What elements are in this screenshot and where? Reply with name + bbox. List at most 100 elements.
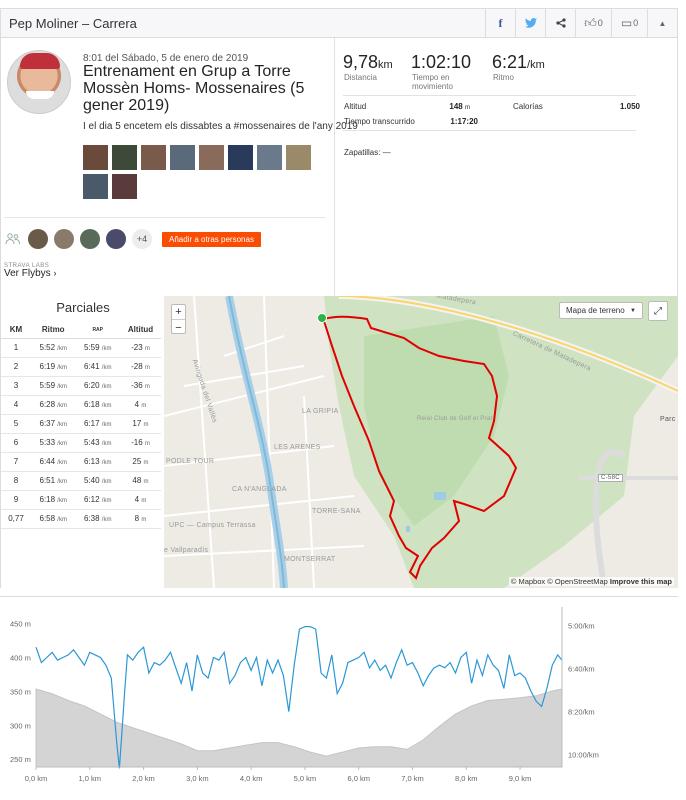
moving-time-stat: 1:02:10 [411,52,472,72]
activity-photo[interactable] [257,145,282,170]
zoom-in-button[interactable]: + [172,305,185,320]
activity-header: Pep Moliner – Carrera f 👍︎ 0 ▭ 0 ▲ [0,8,678,38]
twitter-share-button[interactable] [515,9,545,37]
flybys-link[interactable]: Ver Flybys › [4,268,56,279]
split-elevation: -16 m [119,433,161,453]
split-row[interactable]: 2 6:19 /km 6:41 /km -28 m [1,357,161,377]
kudoer-avatar[interactable] [54,229,74,249]
elevation-pace-chart[interactable]: 450 m 400 m 350 m 300 m 250 m 5:00/km 6:40/km 8… [0,596,678,800]
expand-icon: ⤢ [654,305,662,317]
comments-count: 0 [633,18,639,28]
comment-icon: ▭ [620,16,633,30]
map-label: Reial Club de Golf el Prat [417,416,493,422]
map-type-value: Mapa de terreno [566,306,625,315]
split-row[interactable]: 0,77 6:58 /km 6:38 /km 8 m [1,509,161,529]
kudoer-avatar[interactable] [80,229,100,249]
chart-canvas[interactable]: 450 m 400 m 350 m 300 m 250 m 5:00/km 6:40/km 8… [0,597,678,800]
add-others-button[interactable]: Añadir a otras personas [162,232,261,247]
zoom-out-button[interactable]: − [175,321,182,334]
activity-description: I el dia 5 encetem els dissabtes a #moss… [83,121,358,132]
split-row[interactable]: 9 6:18 /km 6:12 /km 4 m [1,490,161,510]
athlete-avatar[interactable] [7,50,71,114]
activity-photo[interactable] [141,145,166,170]
more-kudoers-button[interactable]: +4 [132,229,152,249]
y-left-tick-label: 300 m [10,721,31,730]
y-right-tick-label: 10:00/km [568,750,599,759]
facebook-share-button[interactable]: f [485,9,515,37]
x-tick-label: 4,0 km [240,774,263,783]
activity-photo[interactable] [83,174,108,199]
route-map[interactable]: Carretera de Matadepera Avinguda del Val… [164,296,678,588]
x-tick-label: 0,0 km [25,774,48,783]
split-elevation: 8 m [119,509,161,529]
splits-panel: Parciales KM Ritmo RAP Altitud 1 5:52 /k… [0,296,164,588]
elevation-value: 148 m [449,102,470,111]
stats-divider [343,130,636,131]
divider [4,217,326,218]
collapse-button[interactable]: ▲ [647,9,677,37]
split-gap: 5:40 /km [75,471,120,491]
map-label: PODLE TOUR [166,458,215,465]
split-pace: 6:28 /km [31,395,76,415]
activity-photo[interactable] [286,145,311,170]
split-row[interactable]: 1 5:52 /km 5:59 /km -23 m [1,338,161,358]
x-tick-label: 5,0 km [294,774,317,783]
split-row[interactable]: 6 5:33 /km 5:43 /km -16 m [1,433,161,453]
activity-summary-panel [0,38,678,296]
split-km: 3 [1,376,31,396]
split-elevation: 48 m [119,471,161,491]
caret-down-icon: ▼ [630,307,636,314]
kudos-button[interactable]: 👍︎ 0 [575,9,611,37]
elapsed-time-value: 1:17:20 [450,117,478,126]
split-row[interactable]: 7 6:44 /km 6:13 /km 25 m [1,452,161,472]
y-right-tick-label: 8:20/km [568,707,595,716]
pace-label: Ritmo [493,73,514,82]
calories-value: 1.050 [619,102,640,111]
elapsed-time-label: Tiempo transcurrido [344,117,415,126]
kudoer-avatar[interactable] [106,229,126,249]
improve-map-link[interactable]: Improve this map [609,577,672,586]
athlete-activity-title[interactable]: Pep Moliner – Carrera [9,15,137,31]
activity-photo[interactable] [170,145,195,170]
activity-photos [83,145,323,199]
activity-name: Entrenament en Grup a Torre Mossèn Homs-… [83,63,305,114]
map-label: CA N'ANGLADA [232,486,287,493]
map-label: TORRE-SANA [312,508,361,515]
fullscreen-button[interactable]: ⤢ [648,301,668,321]
map-label: e Vallparadís [164,547,209,554]
split-pace: 6:37 /km [31,414,76,434]
road-badge: C-58C [598,474,623,482]
split-elevation: -23 m [119,338,161,358]
split-row[interactable]: 3 5:59 /km 6:20 /km -36 m [1,376,161,396]
activity-photo[interactable] [112,174,137,199]
kudos-count: 0 [597,18,603,28]
map-type-select[interactable]: Mapa de terreno ▼ [559,302,643,319]
kudoer-avatar[interactable] [28,229,48,249]
split-row[interactable]: 4 6:28 /km 6:18 /km 4 m [1,395,161,415]
stats-divider [343,95,636,96]
comments-button[interactable]: ▭ 0 [611,9,647,37]
activity-photo[interactable] [112,145,137,170]
facebook-icon: f [498,15,503,30]
split-pace: 5:52 /km [31,338,76,358]
x-tick-label: 1,0 km [79,774,102,783]
split-elevation: 25 m [119,452,161,472]
split-km: 6 [1,433,31,453]
summary-divider [334,38,335,296]
activity-photo[interactable] [228,145,253,170]
split-gap: 6:38 /km [75,509,120,529]
chevron-up-icon: ▲ [658,18,667,28]
split-km: 0,77 [1,509,31,529]
share-button[interactable] [545,9,575,37]
split-row[interactable]: 5 6:37 /km 6:17 /km 17 m [1,414,161,434]
splits-title: Parciales [56,300,110,315]
map-canvas[interactable] [164,296,678,588]
activity-photo[interactable] [83,145,108,170]
calories-label: Calorías [513,102,543,111]
col-pace: Ritmo [31,322,76,339]
activity-photo[interactable] [199,145,224,170]
split-gap: 6:18 /km [75,395,120,415]
map-label: LA GRIPIA [302,408,339,415]
y-left-tick-label: 350 m [10,687,31,696]
split-row[interactable]: 8 6:51 /km 5:40 /km 48 m [1,471,161,491]
